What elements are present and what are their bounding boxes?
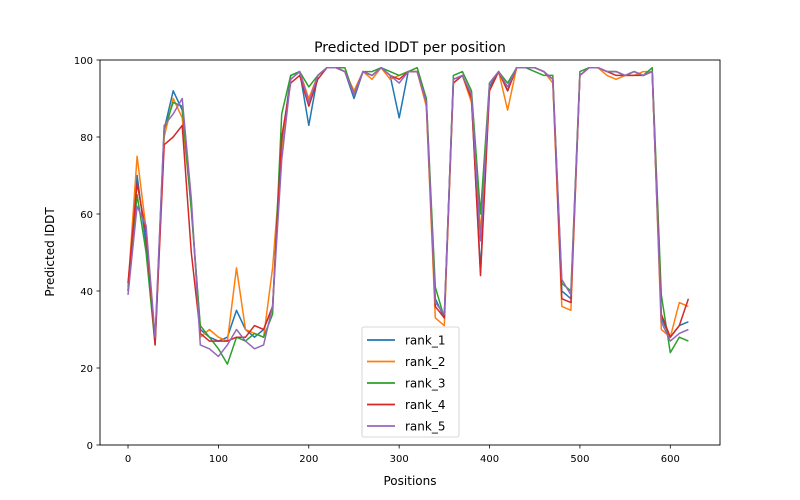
y-tick-label: 40 [80,287,93,298]
y-axis-label: Predicted lDDT [43,207,57,297]
x-tick-label: 300 [390,454,409,465]
x-tick-label: 100 [209,454,228,465]
legend-label: rank_3 [405,377,445,391]
x-tick-label: 500 [570,454,589,465]
legend-label: rank_5 [405,420,445,434]
x-axis: 0 100 200 300 400 500 600 [125,445,680,465]
y-tick-label: 0 [87,441,93,452]
legend-item-rank-4: rank_4 [367,398,445,412]
x-axis-label: Positions [384,474,437,488]
y-tick-label: 20 [80,364,93,375]
x-tick-label: 400 [480,454,499,465]
legend-item-rank-2: rank_2 [367,355,445,369]
series-lines [127,66,690,365]
legend-item-rank-5: rank_5 [367,420,445,434]
legend-label: rank_4 [405,398,445,412]
y-tick-label: 60 [80,210,93,221]
legend-label: rank_2 [405,355,445,369]
legend-label: rank_1 [405,334,445,348]
plot-frame [99,59,721,446]
legend-item-rank-3: rank_3 [367,377,445,391]
x-tick-label: 0 [125,454,131,465]
x-tick-label: 600 [661,454,680,465]
y-tick-label: 100 [74,56,93,67]
legend: rank_1 rank_2 rank_3 rank_4 rank_5 [361,326,460,438]
y-axis: 0 20 40 60 80 100 [74,56,100,452]
legend-box [361,326,460,438]
x-tick-label: 200 [299,454,318,465]
series-line-rank-5 [127,66,689,358]
chart-title: Predicted lDDT per position [314,40,506,56]
y-tick-label: 80 [80,133,93,144]
legend-item-rank-1: rank_1 [367,334,445,348]
